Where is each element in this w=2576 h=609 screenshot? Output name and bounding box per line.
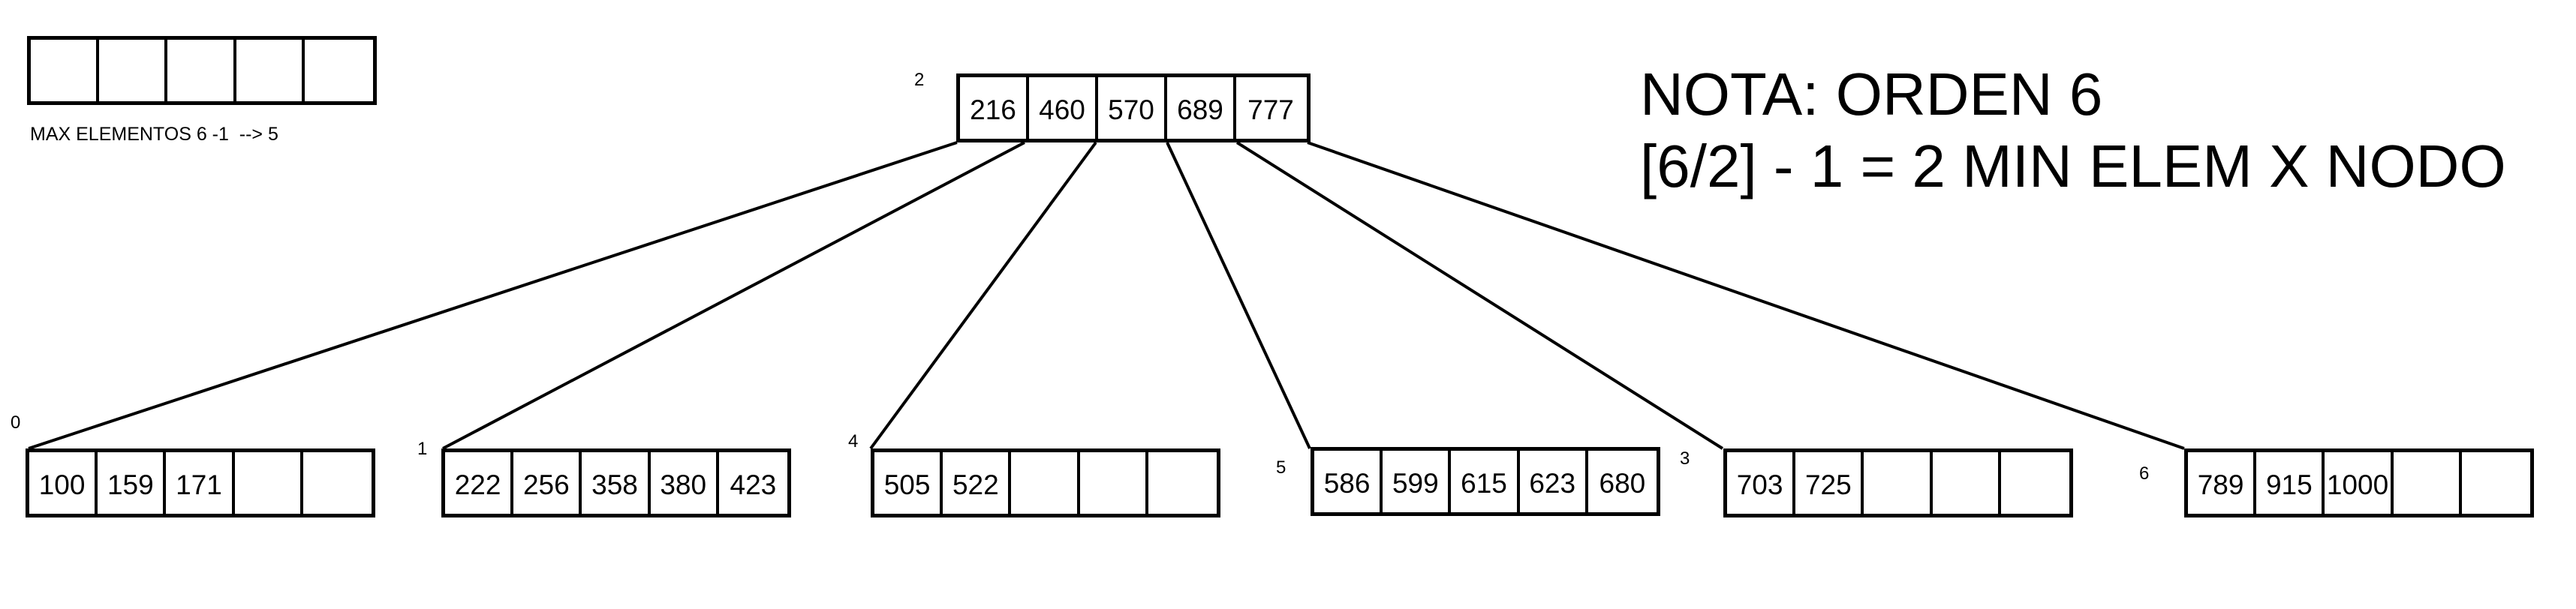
edge-root-to-node-0 — [28, 141, 958, 450]
root-key: 216 — [960, 77, 1029, 139]
leaf-key: 222 — [445, 452, 514, 514]
edge-root-to-node-6 — [1307, 141, 2185, 450]
edge-root-to-node-3 — [1235, 141, 1724, 450]
node-5-id: 5 — [1276, 458, 1286, 478]
leaf-key: 599 — [1383, 451, 1452, 512]
leaf-node-4: 505 522 — [871, 448, 1220, 518]
legend-cell — [305, 40, 373, 101]
leaf-key: 522 — [943, 452, 1012, 514]
note: NOTA: ORDEN 6 [6/2] - 1 = 2 MIN ELEM X N… — [1640, 58, 2506, 202]
edge-root-to-node-1 — [442, 141, 1025, 450]
leaf-key — [2462, 452, 2530, 514]
leaf-key — [1080, 452, 1148, 514]
root-key: 689 — [1167, 77, 1236, 139]
legend-cell — [99, 40, 168, 101]
leaf-key: 100 — [29, 452, 98, 514]
leaf-key: 256 — [513, 452, 582, 514]
legend-empty-node — [27, 36, 377, 105]
node-3-id: 3 — [1680, 448, 1690, 469]
leaf-key: 615 — [1451, 451, 1520, 512]
legend-cell — [31, 40, 100, 101]
leaf-node-3: 703 725 — [1723, 448, 2073, 518]
leaf-key — [235, 452, 303, 514]
leaf-key — [303, 452, 372, 514]
legend-cell — [167, 40, 236, 101]
leaf-node-1: 222 256 358 380 423 — [441, 448, 791, 518]
leaf-key — [1864, 452, 1933, 514]
root-key: 460 — [1029, 77, 1098, 139]
leaf-node-5: 586 599 615 623 680 — [1311, 447, 1660, 516]
leaf-key: 1000 — [2325, 452, 2394, 514]
leaf-key: 725 — [1795, 452, 1864, 514]
leaf-key — [2001, 452, 2069, 514]
leaf-key: 586 — [1314, 451, 1383, 512]
leaf-key: 703 — [1727, 452, 1796, 514]
root-key: 777 — [1247, 94, 1294, 125]
root-key: 570 — [1098, 77, 1167, 139]
leaf-key: 915 — [2256, 452, 2325, 514]
note-line-1: NOTA: ORDEN 6 — [1640, 61, 2103, 128]
leaf-key: 623 — [1520, 451, 1588, 512]
leaf-key: 159 — [98, 452, 167, 514]
leaf-key: 423 — [730, 470, 777, 500]
leaf-key: 380 — [651, 452, 719, 514]
legend-caption: MAX ELEMENTOS 6 -1 --> 5 — [30, 124, 278, 145]
leaf-key: 505 — [874, 452, 943, 514]
edge-root-to-node-5 — [1166, 142, 1311, 449]
node-1-id: 1 — [417, 439, 428, 459]
node-0-id: 0 — [11, 412, 21, 433]
leaf-node-0: 100 159 171 — [26, 448, 375, 518]
legend-cell — [236, 40, 305, 101]
root-node-id: 2 — [914, 70, 925, 90]
edge-root-to-node-4 — [869, 141, 1097, 450]
leaf-key — [2394, 452, 2462, 514]
node-4-id: 4 — [848, 431, 859, 452]
leaf-key — [1933, 452, 2001, 514]
node-6-id: 6 — [2139, 464, 2150, 484]
leaf-key — [1148, 452, 1217, 514]
root-node: 216 460 570 689 777 — [956, 74, 1311, 142]
note-line-2: [6/2] - 1 = 2 MIN ELEM X NODO — [1640, 133, 2506, 200]
leaf-key: 171 — [166, 452, 235, 514]
leaf-key: 358 — [582, 452, 651, 514]
leaf-node-6: 789 915 1000 — [2184, 448, 2534, 518]
leaf-key: 789 — [2188, 452, 2257, 514]
leaf-key: 680 — [1599, 468, 1646, 499]
leaf-key — [1011, 452, 1080, 514]
